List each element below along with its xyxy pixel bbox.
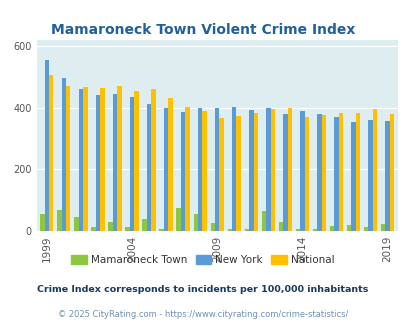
Bar	[384, 121, 389, 231]
Bar	[125, 227, 130, 231]
Bar	[176, 208, 181, 231]
Bar	[49, 75, 53, 231]
Bar	[350, 122, 355, 231]
Bar	[147, 104, 151, 231]
Bar	[389, 114, 393, 231]
Bar	[236, 116, 240, 231]
Bar	[130, 97, 134, 231]
Bar	[66, 86, 70, 231]
Text: © 2025 CityRating.com - https://www.cityrating.com/crime-statistics/: © 2025 CityRating.com - https://www.city…	[58, 310, 347, 319]
Bar	[265, 108, 270, 231]
Text: Crime Index corresponds to incidents per 100,000 inhabitants: Crime Index corresponds to incidents per…	[37, 285, 368, 294]
Bar	[316, 114, 321, 231]
Bar	[249, 110, 253, 231]
Bar	[244, 229, 249, 231]
Bar	[215, 108, 219, 231]
Bar	[202, 111, 206, 231]
Bar	[372, 109, 376, 231]
Bar	[321, 115, 325, 231]
Bar	[91, 227, 96, 231]
Bar	[282, 114, 287, 231]
Bar	[367, 120, 372, 231]
Bar	[227, 229, 232, 231]
Bar	[198, 108, 202, 231]
Bar	[253, 113, 257, 231]
Bar	[355, 113, 359, 231]
Bar	[74, 217, 79, 231]
Bar	[164, 108, 168, 231]
Legend: Mamaroneck Town, New York, National: Mamaroneck Town, New York, National	[67, 251, 338, 269]
Bar	[159, 229, 164, 231]
Bar	[108, 222, 113, 231]
Bar	[270, 109, 274, 231]
Bar	[312, 229, 316, 231]
Bar	[185, 107, 189, 231]
Bar	[117, 86, 121, 231]
Bar	[338, 113, 342, 231]
Bar	[168, 98, 172, 231]
Bar	[151, 89, 155, 231]
Bar	[299, 111, 304, 231]
Text: Mamaroneck Town Violent Crime Index: Mamaroneck Town Violent Crime Index	[51, 23, 354, 37]
Bar	[96, 95, 100, 231]
Bar	[79, 89, 83, 231]
Bar	[45, 60, 49, 231]
Bar	[134, 90, 138, 231]
Bar	[346, 225, 350, 231]
Bar	[219, 118, 223, 231]
Bar	[142, 219, 147, 231]
Bar	[329, 226, 333, 231]
Bar	[287, 108, 291, 231]
Bar	[380, 224, 384, 231]
Bar	[62, 78, 66, 231]
Bar	[261, 211, 265, 231]
Bar	[40, 214, 45, 231]
Bar	[181, 112, 185, 231]
Bar	[83, 87, 87, 231]
Bar	[295, 229, 299, 231]
Bar	[193, 214, 198, 231]
Bar	[113, 94, 117, 231]
Bar	[363, 227, 367, 231]
Bar	[57, 210, 62, 231]
Bar	[304, 117, 308, 231]
Bar	[333, 117, 338, 231]
Bar	[100, 88, 104, 231]
Bar	[278, 222, 282, 231]
Bar	[232, 107, 236, 231]
Bar	[210, 223, 215, 231]
